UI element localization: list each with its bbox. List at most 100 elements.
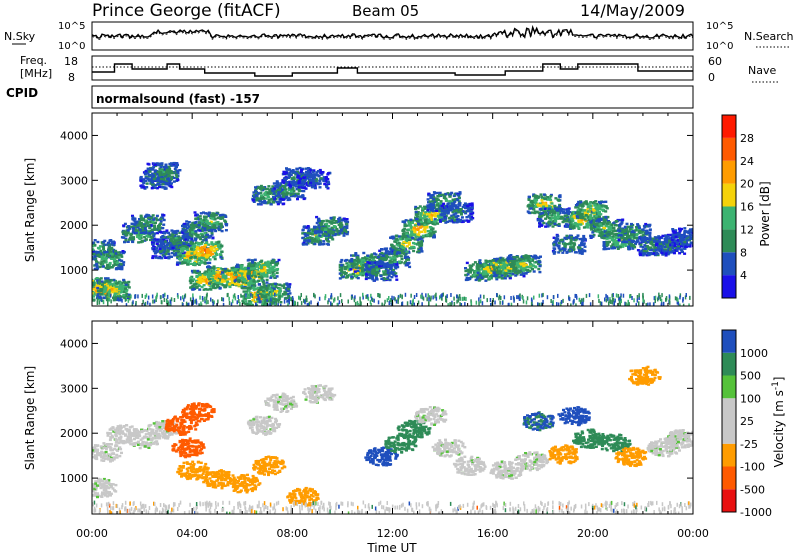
power-cell bbox=[94, 289, 98, 293]
power-cell bbox=[364, 273, 368, 276]
power-cell bbox=[283, 196, 287, 199]
power-cell bbox=[188, 233, 192, 236]
power-cell bbox=[210, 229, 214, 233]
power-cell bbox=[198, 274, 202, 277]
power-cell bbox=[242, 301, 245, 305]
power-cell bbox=[264, 190, 268, 194]
power-cell bbox=[203, 232, 207, 235]
power-cell bbox=[127, 293, 131, 297]
power-cell bbox=[86, 296, 89, 298]
power-cell bbox=[178, 257, 181, 261]
power-cell bbox=[394, 267, 398, 270]
power-cell bbox=[271, 271, 275, 274]
power-cell bbox=[401, 232, 405, 236]
power-cell bbox=[294, 171, 298, 175]
power-cell bbox=[419, 242, 423, 245]
power-cell bbox=[210, 248, 214, 251]
power-cell bbox=[184, 232, 188, 235]
power-cell bbox=[265, 281, 269, 284]
power-cell bbox=[327, 172, 330, 175]
power-cell bbox=[407, 237, 411, 240]
power-cell bbox=[100, 260, 104, 263]
power-cell bbox=[420, 237, 424, 240]
power-cell bbox=[256, 197, 259, 200]
power-cell bbox=[418, 226, 422, 229]
power-cell bbox=[395, 262, 399, 266]
power-cell bbox=[151, 228, 154, 231]
power-cell bbox=[210, 232, 214, 235]
power-cell bbox=[358, 272, 362, 275]
power-cell bbox=[165, 229, 169, 232]
power-cell bbox=[285, 168, 289, 171]
power-cell bbox=[171, 246, 175, 250]
power-cell bbox=[102, 254, 106, 257]
power-cell bbox=[266, 297, 270, 300]
power-cell bbox=[252, 286, 256, 290]
power-cell bbox=[177, 242, 181, 245]
power-cell bbox=[297, 172, 301, 175]
power-cell bbox=[102, 296, 106, 299]
power-cell bbox=[340, 219, 344, 222]
power-cell bbox=[152, 248, 156, 251]
power-cell bbox=[99, 293, 103, 296]
power-cell bbox=[338, 220, 341, 223]
power-cell bbox=[80, 291, 83, 293]
power-cell bbox=[106, 253, 109, 257]
power-cell bbox=[198, 253, 201, 256]
power-cell bbox=[102, 285, 106, 288]
power-cell bbox=[198, 288, 202, 291]
power-cell bbox=[402, 228, 405, 232]
power-cell bbox=[304, 242, 308, 245]
power-cell bbox=[312, 169, 316, 172]
power-cell bbox=[394, 272, 398, 275]
power-cell bbox=[268, 291, 272, 295]
power-cell bbox=[350, 260, 354, 263]
power-cell bbox=[317, 182, 321, 186]
power-cell bbox=[276, 202, 280, 206]
power-cell bbox=[260, 277, 264, 280]
power-cell bbox=[433, 230, 437, 233]
power-cell bbox=[243, 287, 247, 290]
power-cell bbox=[104, 286, 108, 289]
power-cell bbox=[286, 299, 290, 303]
power-cell bbox=[143, 186, 146, 189]
power-cell bbox=[333, 229, 337, 232]
power-cell bbox=[113, 262, 117, 265]
power-cell bbox=[190, 239, 194, 242]
power-cell bbox=[259, 269, 263, 272]
power-cell bbox=[199, 276, 202, 279]
power-cell bbox=[363, 272, 366, 276]
power-cell bbox=[288, 296, 292, 300]
power-cell bbox=[156, 170, 160, 173]
power-cell bbox=[457, 196, 461, 199]
power-cell bbox=[384, 250, 388, 253]
power-cell bbox=[257, 192, 261, 195]
power-cell bbox=[79, 294, 82, 296]
power-cell bbox=[156, 238, 160, 241]
power-cell bbox=[95, 277, 99, 280]
power-cell bbox=[100, 255, 104, 258]
power-cell bbox=[155, 187, 159, 190]
power-cell bbox=[138, 218, 141, 221]
power-cell bbox=[247, 289, 251, 292]
power-cell bbox=[332, 225, 336, 228]
power-cell bbox=[285, 282, 289, 285]
power-cell bbox=[269, 276, 273, 279]
power-cell bbox=[363, 258, 367, 261]
power-cell bbox=[427, 212, 431, 216]
power-cell bbox=[160, 175, 164, 179]
power-cell bbox=[99, 262, 103, 266]
power-cell bbox=[126, 230, 129, 233]
power-cell bbox=[259, 288, 263, 292]
power-cell bbox=[289, 193, 293, 197]
power-cell bbox=[288, 198, 292, 201]
power-cell bbox=[148, 178, 152, 181]
power-cell bbox=[421, 235, 425, 239]
power-cell bbox=[107, 291, 111, 294]
power-cell bbox=[176, 178, 180, 182]
power-cell bbox=[249, 279, 253, 282]
power-cell bbox=[319, 177, 323, 180]
power-cell bbox=[92, 248, 95, 251]
power-cell bbox=[390, 272, 394, 275]
power-cell bbox=[152, 218, 156, 221]
